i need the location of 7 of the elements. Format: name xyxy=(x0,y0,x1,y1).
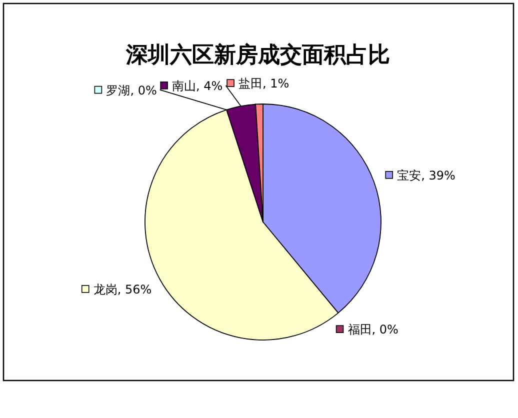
legend-label: 福田, 0% xyxy=(348,322,398,337)
title: 深圳六区新房成交面积占比 xyxy=(126,43,390,68)
legend-label: 龙岗, 56% xyxy=(93,282,152,296)
legend-label: 罗湖, 0% xyxy=(106,83,157,98)
legend-label: 盐田, 1% xyxy=(238,76,290,91)
legend-label: 宝安, 39% xyxy=(397,168,456,182)
legend-label: 南山, 4% xyxy=(172,78,223,93)
